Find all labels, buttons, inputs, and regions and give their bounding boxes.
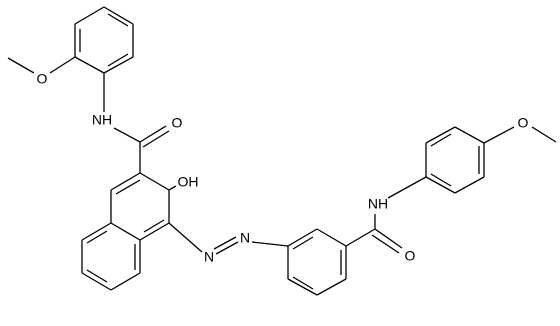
atom-label: NH [92, 112, 112, 128]
atom-label: O [518, 115, 529, 131]
atom-labels: O NH O OH N N NH O O [37, 71, 529, 265]
atom-label: NH [368, 196, 388, 212]
atom-label: N [240, 230, 250, 246]
atom-label: O [37, 71, 48, 87]
atom-label: O [405, 248, 416, 264]
atom-label: O [172, 115, 183, 131]
atom-label: OH [178, 174, 199, 190]
atom-label: N [204, 249, 214, 265]
bonds [7, 6, 557, 296]
